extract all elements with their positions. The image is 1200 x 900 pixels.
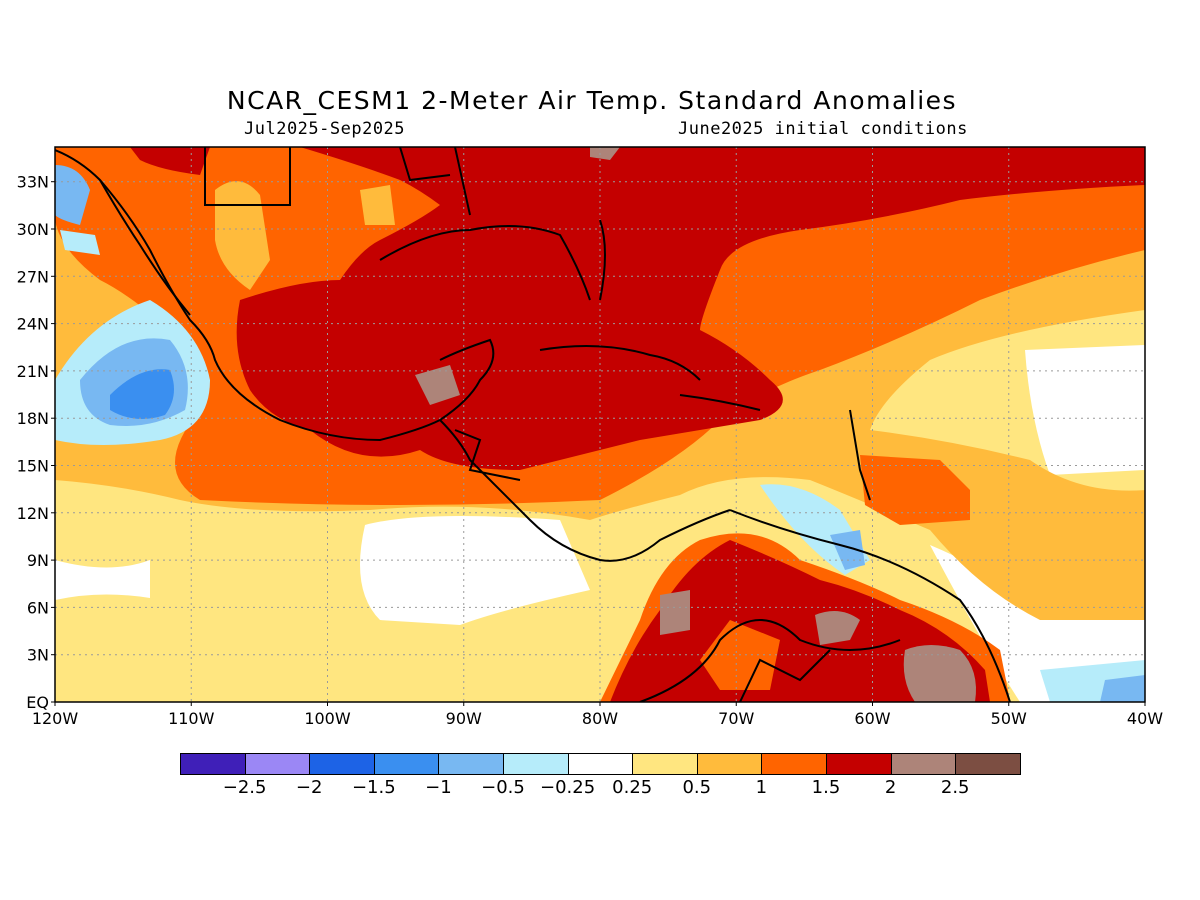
colorbar-swatch [890,753,957,775]
colorbar-label: −2.5 [222,777,267,798]
lat-label: 27N [17,267,49,286]
colorbar-label: 1 [755,777,768,798]
colorbar-swatch [696,753,763,775]
map-title: NCAR_CESM1 2-Meter Air Temp. Standard An… [226,86,958,115]
coastlines [55,147,1011,702]
colorbar-swatch [632,753,698,775]
colorbar-swatch [180,753,246,775]
lon-label: 80W [582,709,618,728]
lat-label: 18N [17,409,49,428]
lon-label: 50W [991,709,1027,728]
grid-lines [55,147,1145,702]
colorbar-label: 2 [884,777,897,798]
lon-label: 100W [304,709,351,728]
lat-label: EQ [26,693,49,712]
lon-label: 90W [446,709,482,728]
colorbar-label: −1.5 [351,777,396,798]
lon-label: 40W [1127,709,1163,728]
longitude-labels: 120W 110W 100W 90W 80W 70W 60W 50W 40W [32,709,1163,728]
lon-label: 70W [718,709,754,728]
forecast-period: Jul2025-Sep2025 [244,119,406,139]
lat-label: 33N [17,173,49,192]
colorbar-swatch [244,753,311,775]
colorbar-swatch [955,753,1021,775]
colorbar-swatch [761,753,827,775]
colorbar-swatch [373,753,440,775]
latitude-labels: 33N 30N 27N 24N 21N 18N 15N 12N 9N 6N 3N EQ [17,173,49,712]
lat-label: 12N [17,504,49,523]
colorbar-label: 0.5 [682,777,712,798]
colorbar-label: 2.5 [940,777,970,798]
lat-label: 15N [17,457,49,476]
colorbar-label: 1.5 [811,777,841,798]
lat-label: 21N [17,362,49,381]
colorbar-label: −1 [425,777,452,798]
lat-label: 30N [17,220,49,239]
axis-ticks [51,181,1146,706]
lat-label: 3N [27,646,49,665]
lat-label: 24N [17,315,49,334]
colorbar-swatch [567,753,634,775]
colorbar-label: −0.25 [540,777,596,798]
colorbar-label: 0.25 [612,777,653,798]
initial-conditions: June2025 initial conditions [678,119,968,139]
colorbar-label: −0.5 [481,777,525,798]
lat-label: 9N [27,551,49,570]
colorbar-swatch [438,753,504,775]
lon-label: 110W [168,709,215,728]
colorbar-swatch [503,753,569,775]
lon-label: 120W [32,709,79,728]
colorbar-swatch [826,753,892,775]
lon-label: 60W [854,709,890,728]
colorbar-swatch [309,753,375,775]
colorbar-label: −2 [295,777,323,798]
lat-label: 6N [27,598,49,617]
